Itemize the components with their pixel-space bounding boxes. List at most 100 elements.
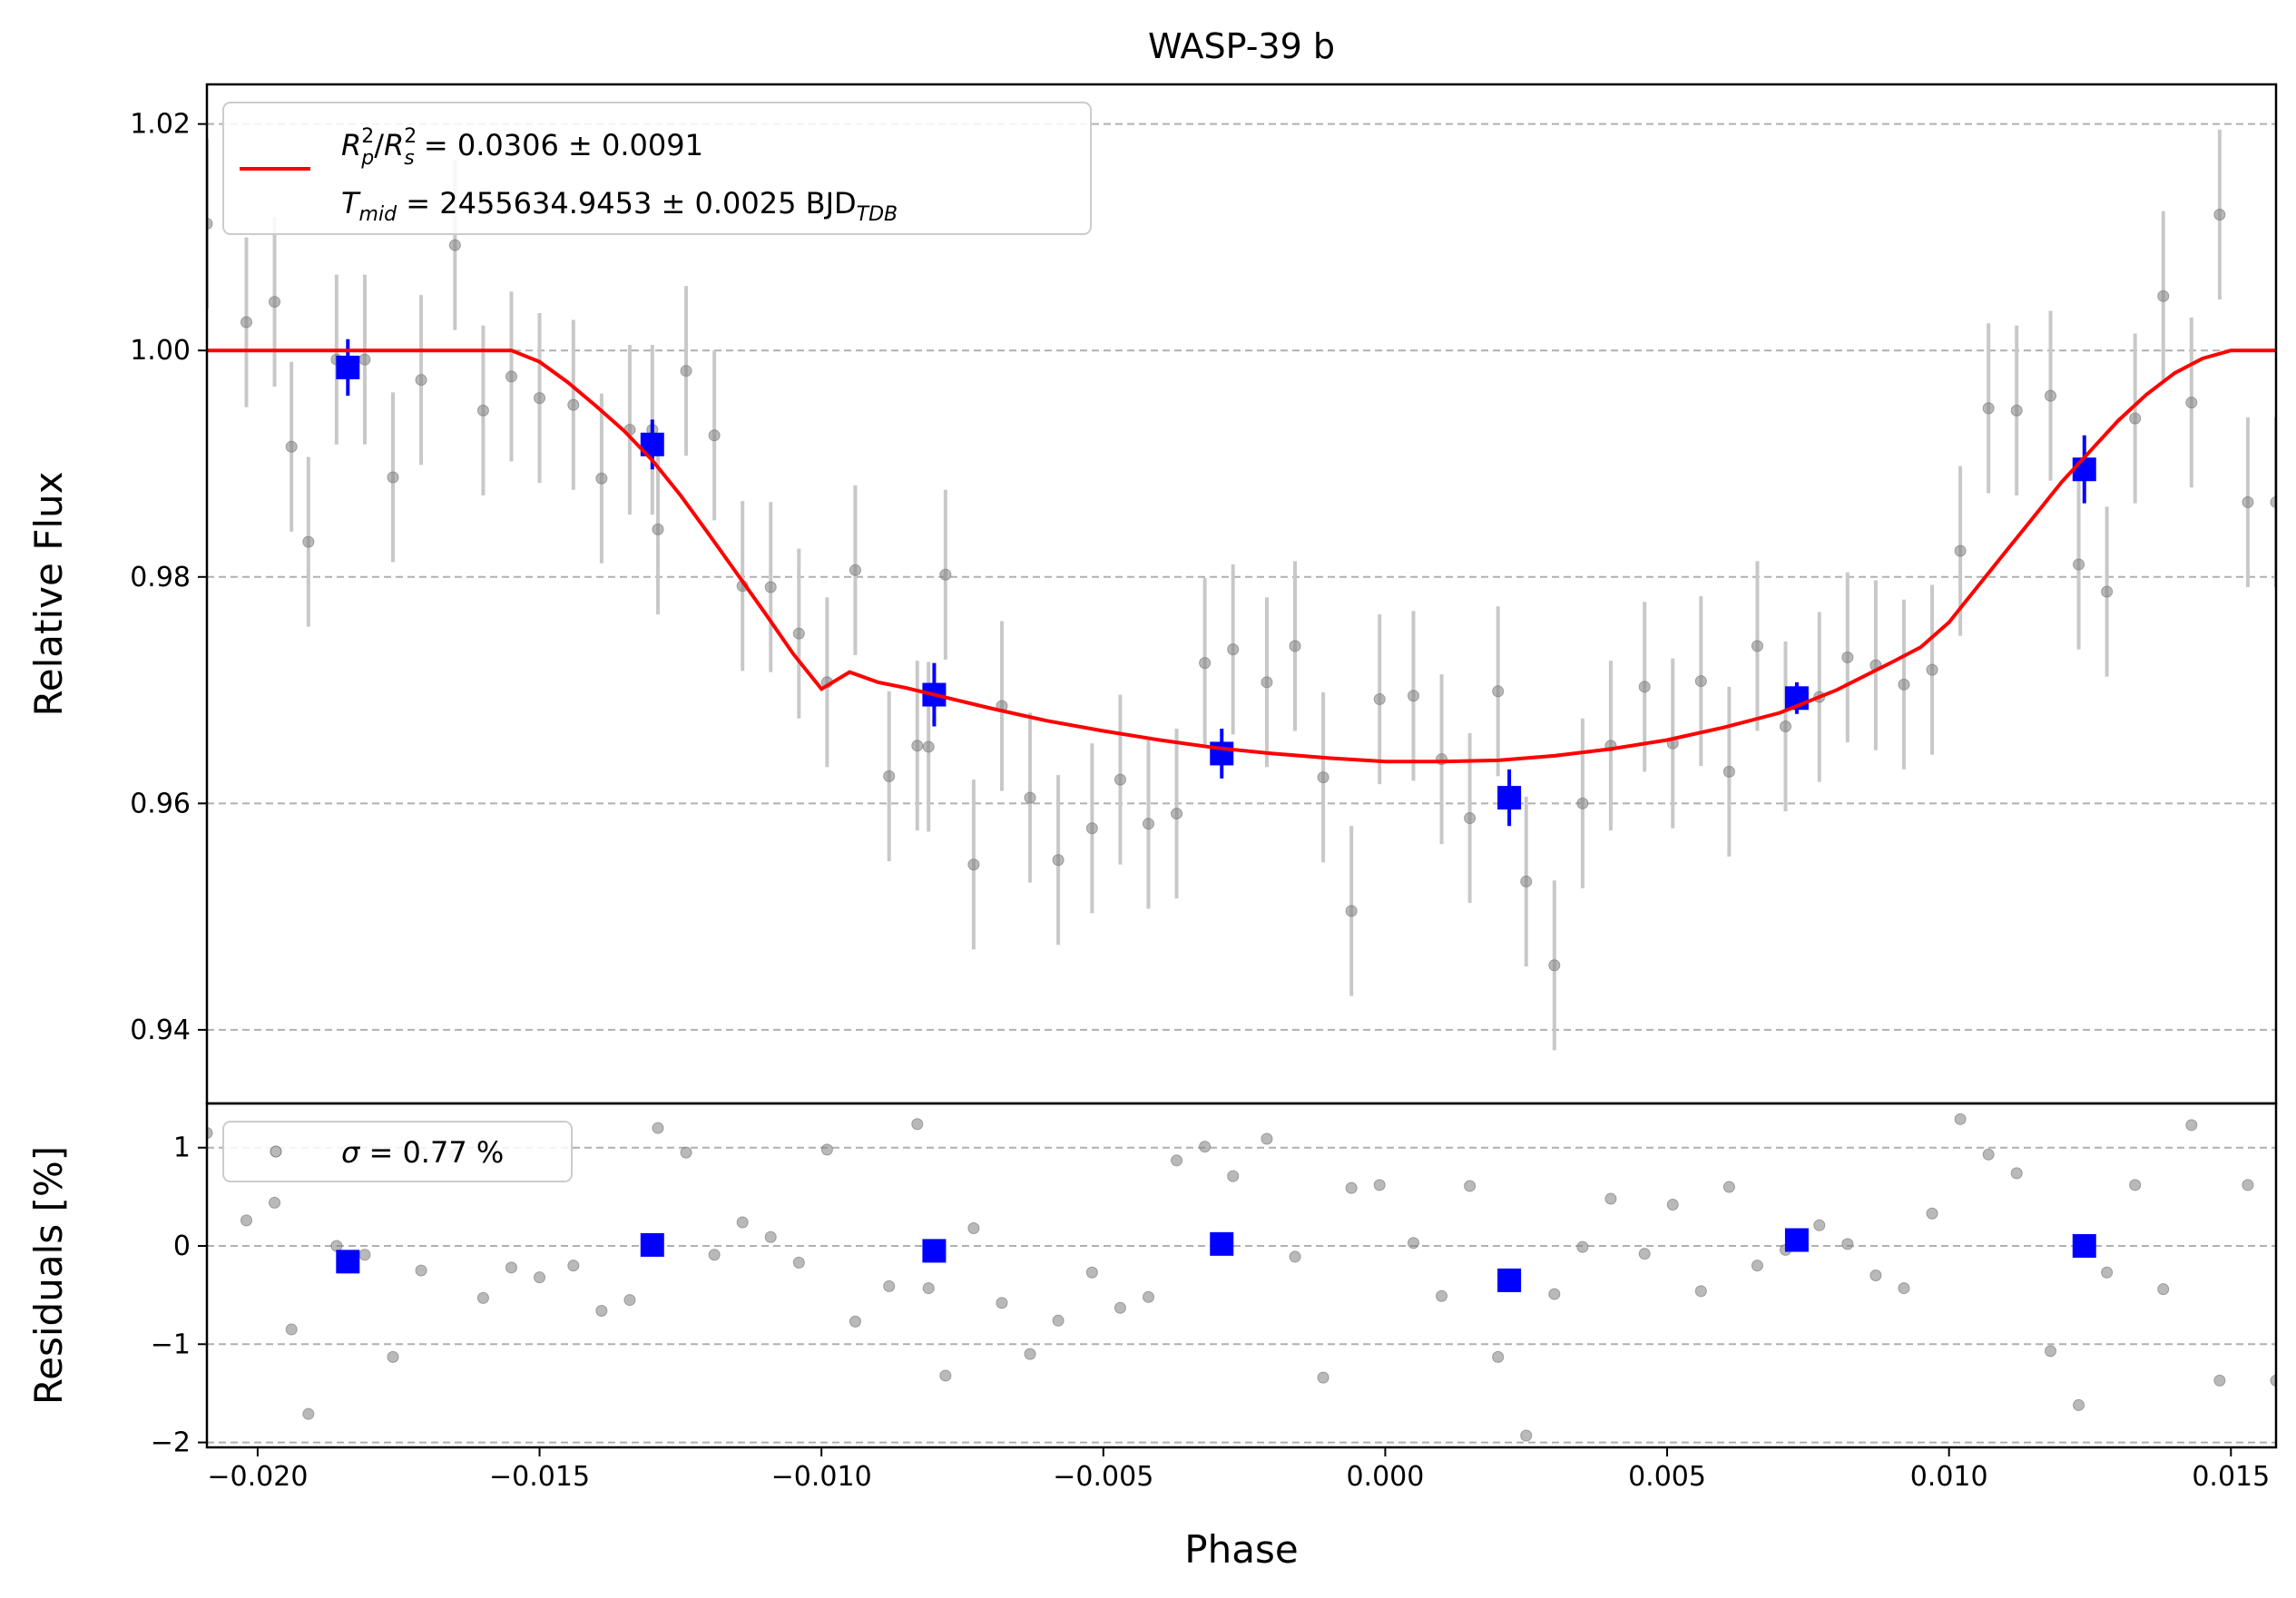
- data-point: [1751, 1260, 1763, 1272]
- binned-point: [1497, 786, 1522, 810]
- data-point: [792, 627, 805, 640]
- binned-point: [1210, 741, 1234, 766]
- data-point: [1638, 681, 1651, 693]
- data-point: [1085, 1266, 1098, 1279]
- data-point: [1841, 651, 1854, 663]
- data-point: [1982, 402, 1995, 415]
- binned-point: [2072, 1234, 2096, 1259]
- y-tick-label: −1: [151, 1328, 191, 1360]
- x-tick-label: 0.010: [1910, 1461, 1988, 1493]
- binned-point: [922, 1239, 947, 1263]
- data-point: [302, 1407, 315, 1420]
- x-axis-label: Phase: [1184, 1527, 1298, 1572]
- data-point: [849, 564, 861, 576]
- data-point: [330, 1240, 343, 1252]
- data-point: [922, 740, 935, 753]
- data-point: [476, 404, 489, 417]
- x-tick-label: −0.020: [207, 1461, 308, 1493]
- data-point: [1345, 905, 1358, 917]
- data-point: [1289, 640, 1301, 652]
- data-point: [1436, 1289, 1448, 1302]
- data-point: [2157, 289, 2170, 302]
- data-point: [792, 1256, 805, 1269]
- x-tick-label: 0.005: [1628, 1461, 1706, 1493]
- data-point: [680, 365, 692, 377]
- data-point: [1024, 791, 1036, 804]
- y-tick-label: 1: [173, 1132, 191, 1164]
- data-point: [1227, 1170, 1240, 1182]
- data-point: [534, 392, 546, 405]
- x-tick-label: 0.015: [2192, 1461, 2270, 1493]
- data-point: [1666, 1199, 1679, 1211]
- data-point: [2157, 1283, 2170, 1296]
- data-point: [1199, 657, 1212, 670]
- data-point: [939, 568, 952, 581]
- binned-point: [640, 1232, 664, 1257]
- data-point: [736, 1216, 749, 1229]
- data-point: [358, 1249, 371, 1261]
- data-point: [1199, 1141, 1212, 1153]
- data-point: [1813, 1219, 1826, 1231]
- data-point: [623, 1294, 636, 1307]
- data-point: [1869, 1270, 1882, 1281]
- legend-box: [222, 1121, 573, 1182]
- data-point: [1576, 797, 1589, 809]
- data-point: [652, 523, 664, 535]
- data-point: [1520, 1429, 1533, 1442]
- data-point: [595, 1304, 608, 1317]
- data-point: [387, 1350, 399, 1363]
- data-point: [358, 353, 371, 366]
- data-point: [1171, 808, 1183, 820]
- data-point: [1464, 812, 1477, 825]
- data-point: [1694, 1285, 1707, 1298]
- data-point: [567, 1260, 580, 1272]
- data-point: [2129, 1179, 2142, 1191]
- data-point: [1694, 675, 1707, 688]
- data-point: [1898, 678, 1910, 691]
- data-point: [820, 1143, 833, 1156]
- data-point: [764, 581, 777, 593]
- data-point: [911, 1118, 924, 1131]
- data-point: [1373, 1179, 1386, 1191]
- data-point: [708, 1249, 721, 1261]
- data-point: [2101, 1266, 2114, 1279]
- data-point: [2213, 208, 2226, 221]
- data-point: [1407, 1237, 1419, 1250]
- data-point: [415, 1264, 427, 1277]
- data-point: [2073, 1398, 2085, 1411]
- data-point: [1261, 676, 1273, 689]
- chart-title: WASP-39 b: [1148, 26, 1335, 66]
- data-point: [2044, 389, 2056, 402]
- data-point: [1926, 1207, 1938, 1220]
- data-point: [207, 217, 213, 230]
- y-tick-label: 0.96: [130, 788, 191, 819]
- binned-point: [1210, 1231, 1234, 1256]
- y-axis-label: Residuals [%]: [26, 1146, 71, 1405]
- x-tick-label: −0.010: [771, 1461, 872, 1493]
- legend-label-sigma: σ = 0.77 %: [341, 1135, 504, 1170]
- data-point: [1576, 1240, 1589, 1253]
- data-point: [1142, 1290, 1154, 1303]
- data-point: [505, 1261, 517, 1274]
- data-point: [1085, 822, 1098, 835]
- data-point: [883, 770, 896, 782]
- data-point: [285, 440, 298, 453]
- data-point: [595, 472, 608, 485]
- data-point: [1142, 818, 1154, 830]
- y-tick-label: −2: [151, 1427, 191, 1459]
- data-point: [1317, 771, 1330, 784]
- data-point: [996, 1297, 1008, 1309]
- data-point: [1114, 1301, 1126, 1314]
- data-point: [476, 1291, 489, 1304]
- data-point: [1841, 1238, 1854, 1250]
- data-point: [1289, 1250, 1301, 1263]
- data-point: [1052, 1314, 1065, 1327]
- binned-point: [1784, 1228, 1809, 1252]
- data-point: [1317, 1371, 1330, 1384]
- data-point: [1520, 875, 1533, 887]
- data-point: [1604, 1192, 1617, 1205]
- data-point: [680, 1146, 692, 1159]
- data-point: [1722, 1181, 1735, 1193]
- data-point: [2101, 585, 2114, 598]
